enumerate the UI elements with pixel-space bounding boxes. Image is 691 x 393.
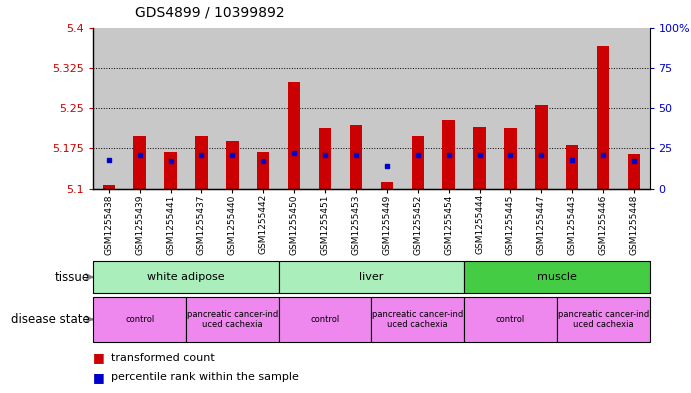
Text: control: control: [125, 315, 154, 324]
Bar: [504, 129, 517, 189]
Bar: [217, 28, 248, 189]
Bar: [319, 129, 331, 189]
Bar: [473, 127, 486, 189]
Bar: [442, 120, 455, 189]
Bar: [412, 136, 424, 189]
Text: control: control: [496, 315, 525, 324]
Bar: [155, 28, 186, 189]
Text: liver: liver: [359, 272, 384, 282]
Bar: [93, 28, 124, 189]
Bar: [278, 28, 310, 189]
Bar: [402, 28, 433, 189]
Bar: [433, 28, 464, 189]
Bar: [186, 28, 217, 189]
Bar: [248, 28, 278, 189]
Text: pancreatic cancer-ind
uced cachexia: pancreatic cancer-ind uced cachexia: [372, 310, 464, 329]
Bar: [341, 28, 371, 189]
Text: ■: ■: [93, 351, 105, 364]
Bar: [628, 154, 641, 189]
Bar: [133, 136, 146, 189]
Bar: [257, 152, 269, 189]
Text: transformed count: transformed count: [111, 353, 214, 363]
Text: GDS4899 / 10399892: GDS4899 / 10399892: [135, 6, 285, 20]
Bar: [381, 182, 393, 189]
Bar: [557, 28, 588, 189]
Bar: [196, 136, 207, 189]
Bar: [536, 105, 547, 189]
Text: ■: ■: [93, 371, 105, 384]
Bar: [164, 152, 177, 189]
Bar: [124, 28, 155, 189]
Text: disease state: disease state: [11, 313, 90, 326]
Bar: [226, 141, 238, 189]
Bar: [310, 28, 341, 189]
Bar: [464, 28, 495, 189]
Bar: [350, 125, 362, 189]
Text: white adipose: white adipose: [147, 272, 225, 282]
Bar: [526, 28, 557, 189]
Bar: [495, 28, 526, 189]
Text: pancreatic cancer-ind
uced cachexia: pancreatic cancer-ind uced cachexia: [558, 310, 649, 329]
Text: percentile rank within the sample: percentile rank within the sample: [111, 372, 299, 382]
Bar: [597, 46, 609, 189]
Bar: [588, 28, 618, 189]
Text: tissue: tissue: [55, 270, 90, 284]
Text: pancreatic cancer-ind
uced cachexia: pancreatic cancer-ind uced cachexia: [187, 310, 278, 329]
Text: muscle: muscle: [537, 272, 577, 282]
Bar: [371, 28, 402, 189]
Text: control: control: [310, 315, 340, 324]
Bar: [288, 82, 301, 189]
Bar: [102, 185, 115, 189]
Bar: [618, 28, 650, 189]
Bar: [566, 145, 578, 189]
